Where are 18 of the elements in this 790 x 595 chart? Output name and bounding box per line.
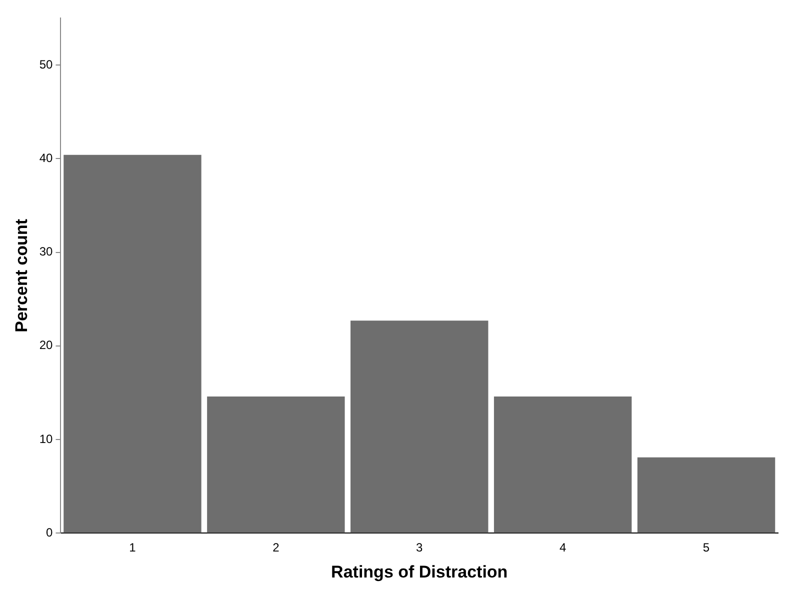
x-axis-title: Ratings of Distraction: [331, 562, 508, 582]
y-tick-label: 40: [39, 150, 54, 165]
bar: [637, 457, 776, 533]
x-tick-label: 1: [129, 540, 136, 555]
y-tick-label: 20: [39, 338, 54, 352]
y-tick-label: 50: [39, 57, 54, 72]
bar: [207, 396, 345, 533]
bar: [494, 396, 632, 533]
x-tick-label: 2: [272, 540, 280, 555]
x-tick-label: 4: [559, 540, 566, 555]
x-tick-label: 5: [702, 540, 710, 555]
bar: [64, 154, 202, 533]
x-tick-label: 3: [416, 540, 424, 555]
y-tick-label: 0: [46, 526, 54, 540]
y-axis-title: Percent count: [12, 218, 31, 332]
bar: [350, 320, 488, 533]
y-tick-label: 30: [39, 244, 54, 259]
y-tick-label: 10: [39, 432, 54, 446]
